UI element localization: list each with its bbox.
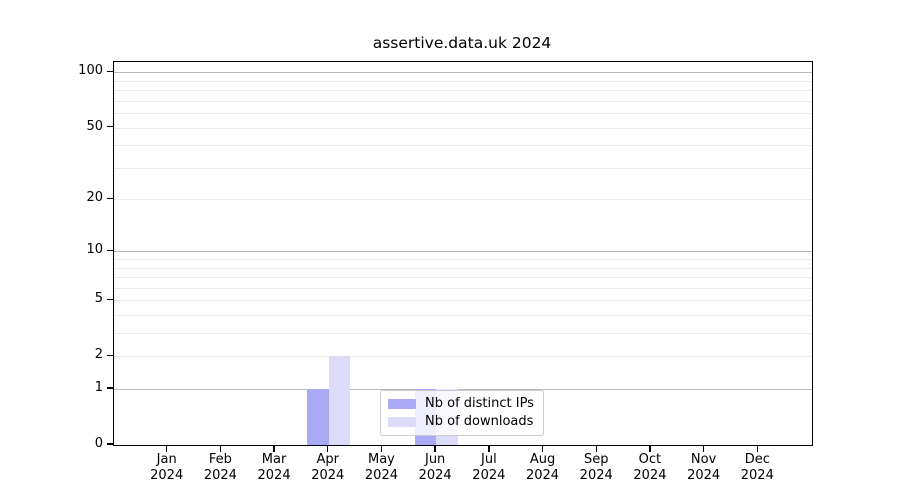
x-tick-mark [380,446,383,452]
x-tick-mark [756,446,758,452]
minor-gridline [114,167,812,169]
y-tick-label: 5 [94,291,103,307]
minor-gridline [114,100,812,102]
minor-gridline [114,90,812,92]
minor-gridline [114,356,812,358]
y-tick-mark [107,298,113,301]
y-tick-mark [107,70,113,73]
y-tick-label: 100 [78,63,103,79]
minor-gridline [114,127,812,129]
y-tick-label: 0 [94,436,103,451]
x-tick-label: May 2024 [364,452,398,483]
minor-gridline [114,267,812,269]
legend-swatch-downloads [388,416,416,427]
y-tick-mark [107,443,113,445]
minor-gridline [114,300,812,302]
x-tick-mark [649,446,651,452]
x-tick-label: Dec 2024 [740,452,774,483]
x-tick-mark [541,446,544,452]
minor-gridline [114,145,812,147]
x-tick-label: Apr 2024 [311,452,345,483]
x-tick-label: Feb 2024 [203,452,237,483]
y-tick-mark [107,197,113,199]
y-tick-mark [107,387,113,389]
y-tick-label: 1 [94,380,103,396]
legend-item-downloads: Nb of downloads [388,414,534,429]
y-tick-label: 50 [86,118,103,134]
minor-gridline [114,113,812,115]
legend: Nb of distinct IPs Nb of downloads [380,390,544,436]
minor-gridline [114,199,812,201]
x-tick-mark [595,446,597,452]
x-tick-label: Aug 2024 [525,452,560,483]
legend-item-distinct-ips: Nb of distinct IPs [388,396,534,411]
x-tick-mark [488,446,490,452]
x-tick-label: Sep 2024 [579,452,613,483]
x-tick-mark [434,446,436,452]
legend-label-downloads: Nb of downloads [425,414,534,429]
x-tick-label: Jan 2024 [150,452,184,483]
legend-label-distinct-ips: Nb of distinct IPs [425,396,534,411]
y-tick-mark [107,249,113,252]
legend-swatch-distinct-ips [388,398,416,409]
y-tick-label: 2 [94,347,103,363]
x-tick-mark [327,446,329,452]
minor-gridline [114,259,812,261]
x-tick-mark [219,446,222,452]
minor-gridline [114,80,812,82]
x-tick-label: Oct 2024 [633,452,667,483]
bar-distinct-ips [307,389,329,445]
minor-gridline [114,315,812,317]
y-tick-label: 20 [86,190,103,206]
major-gridline [114,389,812,391]
x-tick-mark [273,446,275,452]
y-tick-mark [107,125,113,128]
minor-gridline [114,277,812,279]
y-tick-mark [107,354,113,356]
x-tick-mark [702,446,705,452]
x-tick-label: Mar 2024 [257,452,291,483]
x-tick-label: Jun 2024 [418,452,452,483]
plot-area [113,61,813,446]
x-tick-label: Jul 2024 [472,452,506,483]
bar-downloads [328,356,351,445]
chart-title: assertive.data.uk 2024 [372,34,552,52]
y-tick-label: 10 [86,242,103,258]
x-tick-mark [165,446,168,452]
x-tick-label: Nov 2024 [687,452,721,483]
minor-gridline [114,287,812,289]
major-gridline [114,251,812,253]
minor-gridline [114,333,812,335]
major-gridline [114,72,812,74]
